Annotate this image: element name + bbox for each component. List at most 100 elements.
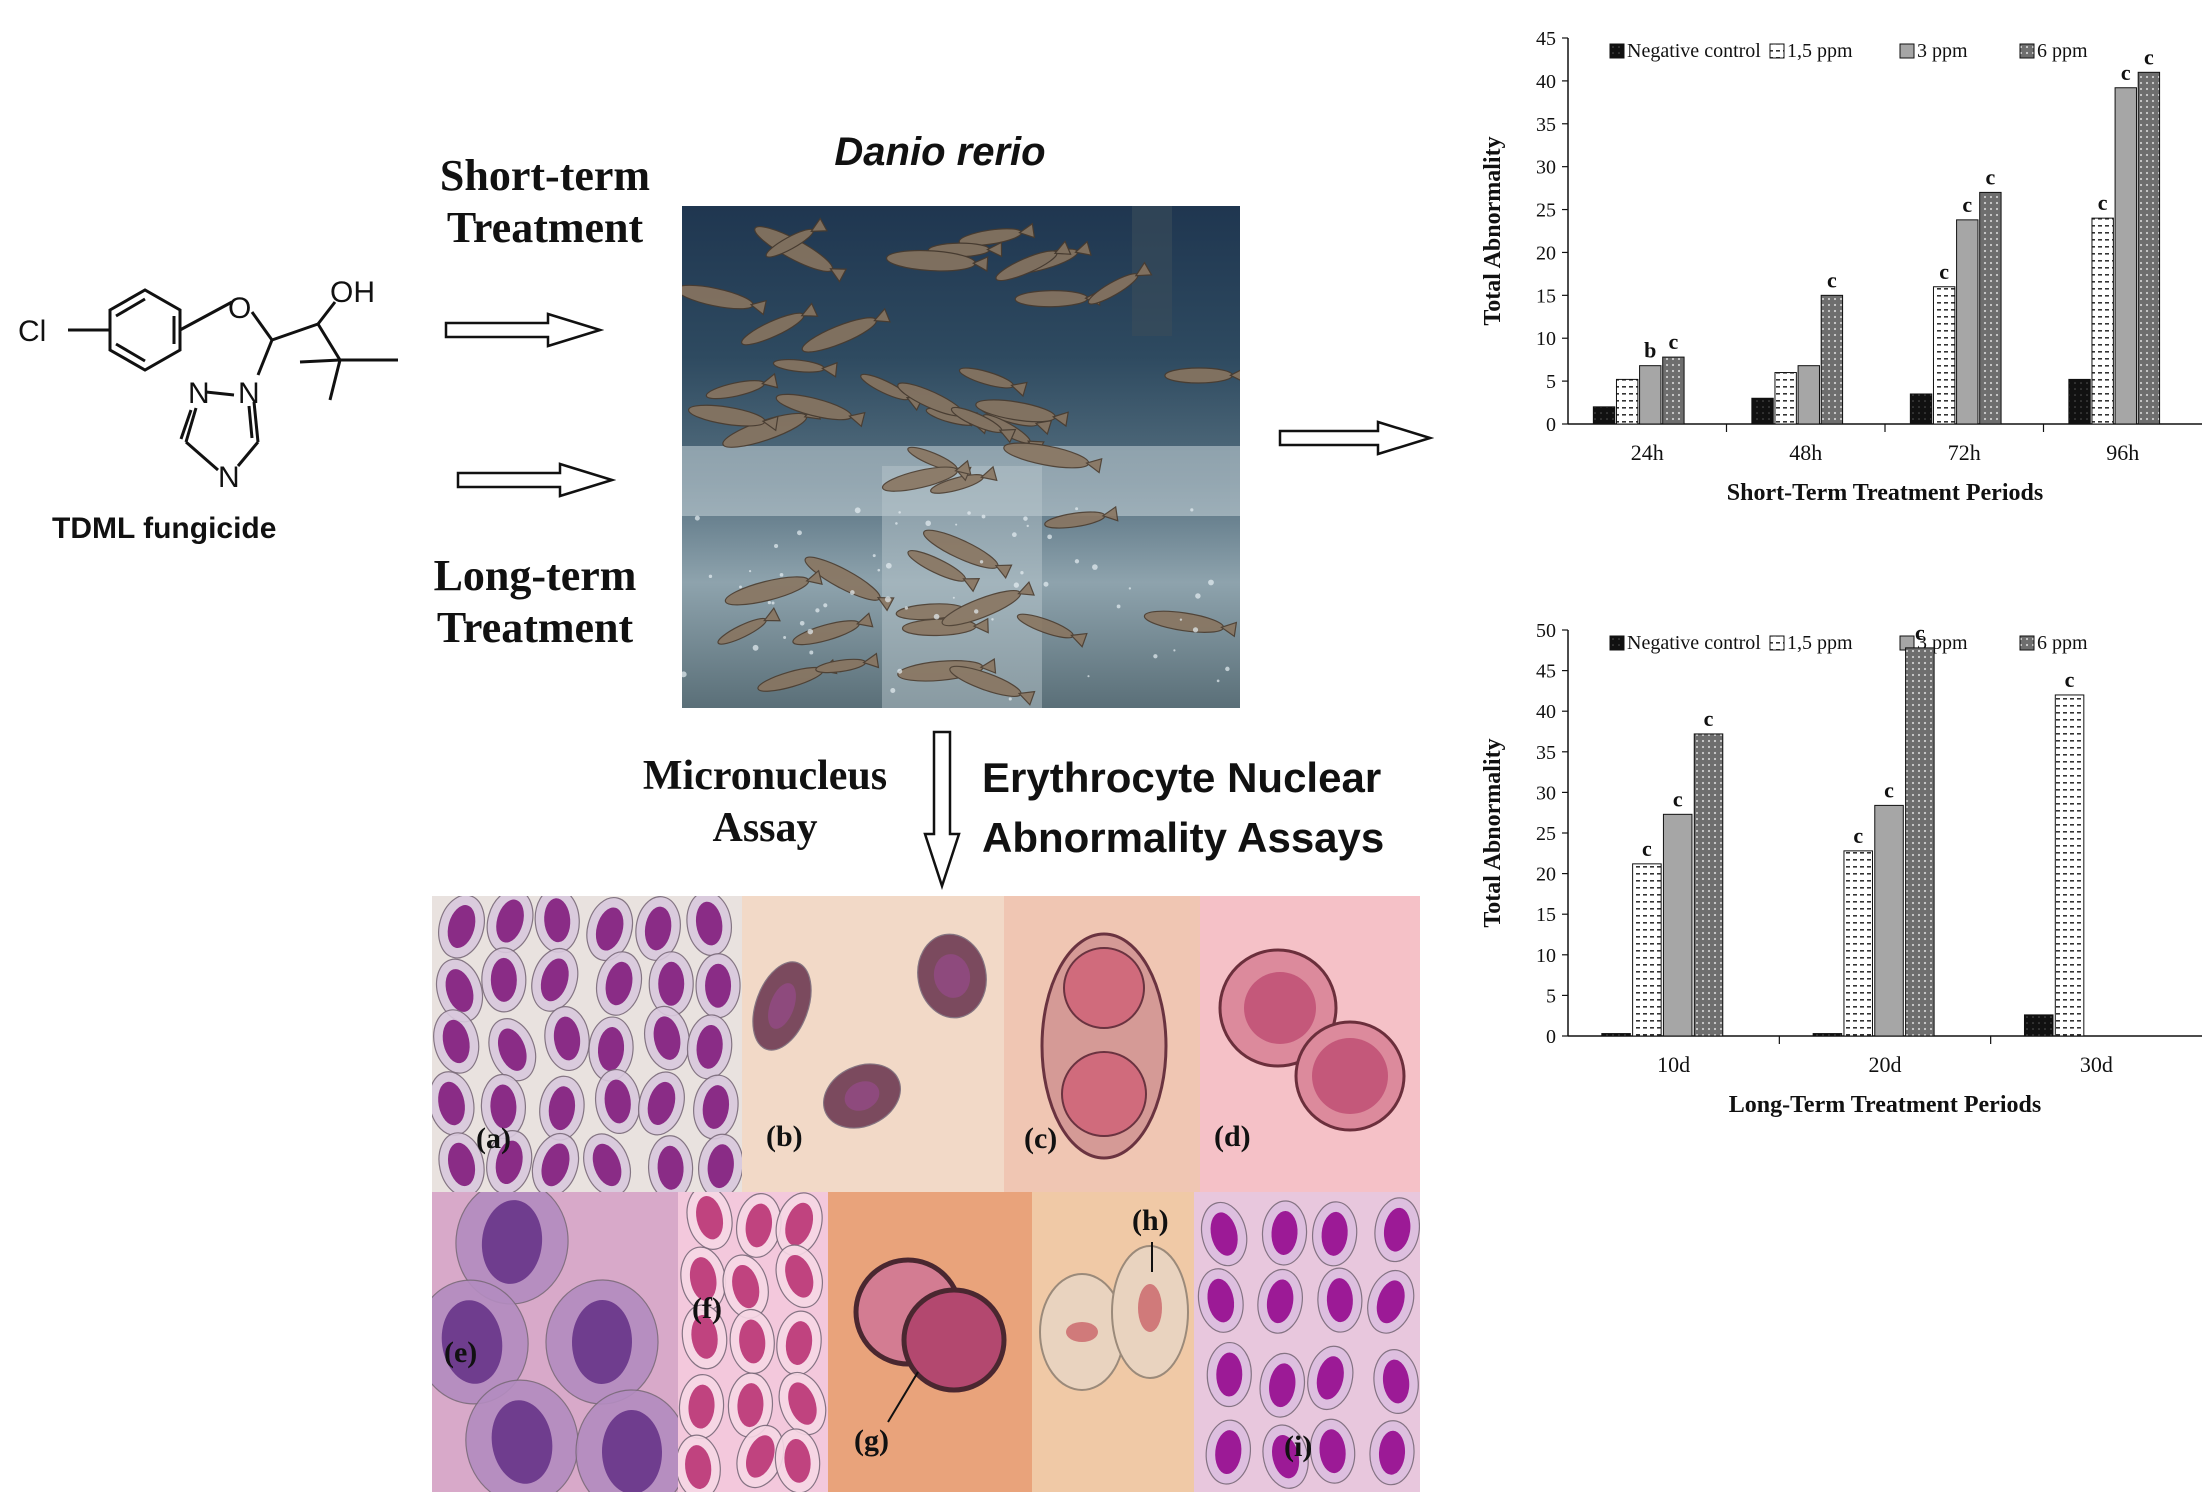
x-tick-label: 20d bbox=[1869, 1052, 1902, 1077]
bubble bbox=[981, 514, 986, 519]
y-tick-label: 30 bbox=[1536, 157, 1556, 179]
bubble bbox=[895, 522, 898, 525]
label-f: (f) bbox=[692, 1292, 722, 1325]
erythrocyte-cell bbox=[729, 1308, 775, 1375]
erythrocyte-cell bbox=[531, 947, 579, 1012]
cells-g bbox=[853, 1257, 1007, 1423]
atom-n2: N bbox=[188, 377, 210, 410]
label-c: (c) bbox=[1024, 1122, 1058, 1155]
zebrafish bbox=[881, 459, 972, 492]
bubble bbox=[877, 568, 881, 572]
enaa-line1: Erythrocyte Nuclear bbox=[982, 754, 1382, 801]
zebrafish bbox=[975, 399, 1069, 428]
erythrocyte-cell bbox=[432, 1279, 529, 1405]
micrograph-a: (a) bbox=[432, 896, 742, 1192]
y-tick-label: 10 bbox=[1536, 945, 1556, 967]
blebbed-cell bbox=[901, 1287, 1007, 1393]
arrow-to-charts bbox=[1278, 420, 1434, 456]
bubble bbox=[979, 560, 984, 564]
bar bbox=[2137, 71, 2161, 425]
bubble bbox=[925, 520, 931, 527]
bar bbox=[2023, 1014, 2054, 1037]
significance-letter: c bbox=[2121, 60, 2131, 85]
erythrocyte-cell bbox=[638, 1071, 685, 1136]
legend-swatch bbox=[1899, 43, 1915, 59]
x-tick-label: 30d bbox=[2080, 1052, 2113, 1077]
legend-swatch bbox=[2019, 635, 2035, 651]
legend-label: Negative control bbox=[1627, 40, 1761, 62]
erythrocyte-cell bbox=[1309, 1418, 1356, 1484]
micrograph-f: (f) bbox=[678, 1192, 828, 1492]
bubble bbox=[890, 687, 896, 693]
erythrocyte-cell bbox=[775, 1244, 823, 1309]
erythrocyte-cell bbox=[686, 896, 733, 957]
erythrocyte-cell bbox=[1200, 1201, 1248, 1267]
legend-swatch bbox=[2019, 43, 2035, 59]
legend-swatch bbox=[1609, 635, 1625, 651]
bar bbox=[1909, 393, 1933, 425]
arrow-short-term bbox=[444, 312, 604, 348]
y-tick-label: 35 bbox=[1536, 114, 1556, 136]
significance-letter: c bbox=[1704, 706, 1714, 731]
bubble bbox=[952, 596, 955, 599]
short-term-line2: Treatment bbox=[446, 203, 644, 252]
erythrocyte-cell bbox=[1262, 1424, 1309, 1489]
zebrafish bbox=[885, 249, 989, 272]
erythrocyte-cell bbox=[678, 1434, 721, 1492]
micrograph-e: (e) bbox=[432, 1192, 678, 1492]
y-tick-label: 40 bbox=[1536, 71, 1556, 93]
cells-d bbox=[1218, 948, 1406, 1132]
bar bbox=[1662, 813, 1693, 1037]
bubble bbox=[1075, 507, 1079, 511]
label-i: (i) bbox=[1284, 1430, 1313, 1463]
erythrocyte-cell bbox=[1257, 1268, 1303, 1334]
bubble bbox=[708, 574, 713, 579]
bubble bbox=[1074, 559, 1080, 564]
atom-n1: N bbox=[238, 377, 260, 410]
erythrocyte-cell bbox=[752, 961, 812, 1051]
significance-letter: c bbox=[1827, 267, 1837, 292]
zebrafish bbox=[792, 612, 874, 646]
bar bbox=[2114, 87, 2137, 425]
chart-long-term: Negative control 1,5 ppm 3 ppm 6 ppm0510152… bbox=[1480, 620, 2202, 1118]
erythrocyte-cell bbox=[583, 1133, 632, 1192]
label-a: (a) bbox=[476, 1122, 511, 1155]
bubble bbox=[779, 573, 784, 577]
bubble bbox=[955, 523, 958, 526]
nucleus bbox=[1063, 947, 1145, 1029]
erythrocyte-cell bbox=[534, 896, 580, 953]
bubble bbox=[1020, 571, 1024, 575]
zebrafish bbox=[705, 372, 779, 400]
cells-h bbox=[1039, 1242, 1189, 1391]
erythrocyte-cell bbox=[678, 1374, 725, 1440]
significance-letter: c bbox=[1669, 329, 1679, 354]
zebrafish bbox=[941, 580, 1035, 627]
bubble bbox=[974, 609, 979, 614]
zebrafish bbox=[950, 406, 1017, 444]
bubble bbox=[774, 543, 779, 549]
bubble bbox=[1011, 532, 1017, 538]
species-title: Danio rerio bbox=[834, 130, 1046, 174]
x-tick-label: 24h bbox=[1631, 440, 1664, 465]
bar bbox=[1812, 1033, 1843, 1037]
bubble bbox=[1173, 649, 1176, 652]
zebrafish bbox=[1087, 261, 1153, 305]
zebrafish bbox=[907, 550, 981, 593]
legend-label: 6 ppm bbox=[2037, 40, 2088, 62]
bubble bbox=[1026, 524, 1029, 528]
chart-legend: Negative control 1,5 ppm 3 ppm 6 ppm bbox=[1609, 40, 2088, 62]
significance-letter: c bbox=[1915, 620, 1925, 645]
bubble bbox=[799, 620, 805, 626]
legend-swatch bbox=[1609, 43, 1625, 59]
erythrocyte-cell bbox=[1317, 1267, 1363, 1333]
erythrocyte-cell bbox=[432, 1071, 475, 1136]
erythrocyte-cell bbox=[545, 1279, 659, 1405]
y-tick-label: 5 bbox=[1546, 985, 1556, 1007]
bar bbox=[1874, 804, 1904, 1037]
significance-letter: c bbox=[1986, 164, 1996, 189]
erythrocyte-cell bbox=[435, 958, 484, 1023]
bar bbox=[1615, 378, 1639, 425]
cells-a bbox=[432, 896, 742, 1192]
atom-n3: N bbox=[218, 461, 240, 494]
micronucleus-line1: Micronucleus bbox=[642, 753, 888, 799]
